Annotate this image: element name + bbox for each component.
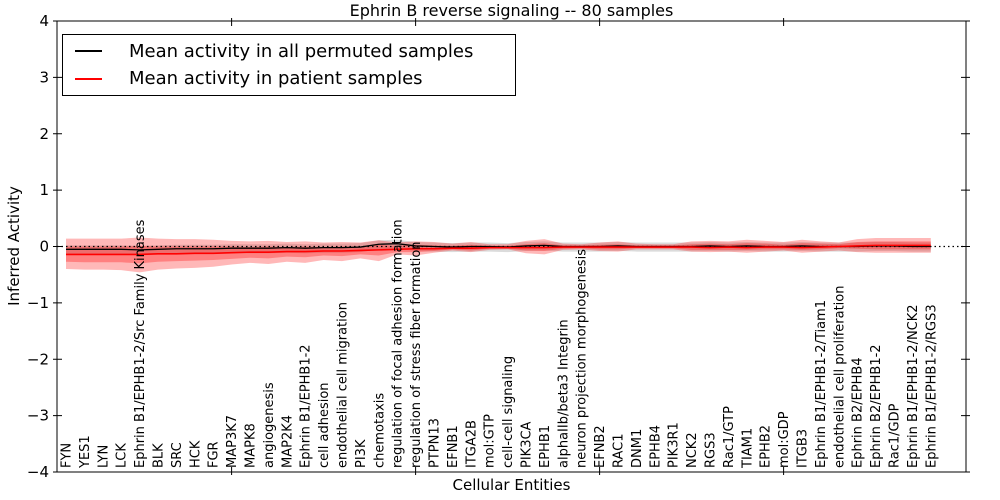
y-tick-label: 4 xyxy=(39,12,49,30)
x-tick-label: NCK2 xyxy=(685,432,700,468)
x-tick-label: ITGB3 xyxy=(796,429,811,468)
x-tick-label: BLK xyxy=(152,443,167,468)
y-tick-label: 2 xyxy=(39,125,49,143)
x-tick-label: RAC1 xyxy=(612,433,627,468)
x-axis-label: Cellular Entities xyxy=(452,476,571,494)
y-tick-label: −2 xyxy=(27,350,49,368)
legend-item-patient: Mean activity in patient samples xyxy=(63,65,515,92)
legend-line-patient xyxy=(75,77,102,80)
x-tick-label: EPHB1 xyxy=(538,425,553,468)
x-tick-label: regulation of stress fiber formation xyxy=(409,241,424,468)
x-tick-label: EPHB2 xyxy=(759,425,774,468)
x-tick-label: LCK xyxy=(115,443,130,468)
x-tick-label: Ephrin B1/EPHB1-2/Tiam1 xyxy=(814,300,829,468)
x-tick-label: PIK3CA xyxy=(520,421,535,468)
y-axis-label: Inferred Activity xyxy=(5,186,23,306)
chart-title: Ephrin B reverse signaling -- 80 samples xyxy=(349,1,674,20)
y-tick-label: −4 xyxy=(27,463,49,481)
legend-label-patient: Mean activity in patient samples xyxy=(129,68,423,90)
x-tick-label: ITGA2B xyxy=(464,420,479,468)
legend: Mean activity in all permuted samples Me… xyxy=(62,34,516,96)
x-tick-label: FGR xyxy=(207,441,222,468)
x-tick-label: MAP3K7 xyxy=(225,415,240,468)
x-tick-label: HCK xyxy=(188,440,203,468)
x-tick-label: Ephrin B1/EPHB1-2/RGS3 xyxy=(924,304,939,468)
x-tick-label: RGS3 xyxy=(704,432,719,468)
y-tick-label: −1 xyxy=(27,294,49,312)
x-tick-label: PI3K xyxy=(354,439,369,468)
x-tick-label: Ephrin B2/EPHB4 xyxy=(851,357,866,468)
x-tick-label: TIAM1 xyxy=(740,428,755,469)
x-tick-label: Ephrin B1/EPHB1-2 xyxy=(299,344,314,468)
x-tick-label: Rac1/GTP xyxy=(722,406,737,468)
x-tick-label: YES1 xyxy=(78,435,93,469)
y-tick-label: −3 xyxy=(27,407,49,425)
x-tick-label: alphaIIb/beta3 Integrin xyxy=(556,319,571,468)
x-tick-label: regulation of focal adhesion formation xyxy=(391,219,406,468)
y-tick-label: 3 xyxy=(39,68,49,86)
x-tick-label: FYN xyxy=(60,443,75,468)
x-tick-label: Ephrin B1/EPHB1-2/NCK2 xyxy=(906,304,921,468)
x-tick-label: cell adhesion xyxy=(317,382,332,468)
x-tick-label: DNM1 xyxy=(630,429,645,468)
x-tick-label: EFNB2 xyxy=(593,425,608,468)
legend-line-permuted xyxy=(75,50,102,53)
x-tick-label: LYN xyxy=(96,445,111,468)
x-tick-label: mol:GDP xyxy=(777,411,792,468)
x-tick-label: Ephrin B2/EPHB1-2 xyxy=(869,344,884,468)
x-tick-label: endothelial cell proliferation xyxy=(832,286,847,469)
x-tick-label: mol:GTP xyxy=(483,414,498,468)
series-line-1 xyxy=(66,244,931,256)
legend-item-permuted: Mean activity in all permuted samples xyxy=(63,38,515,65)
x-tick-label: PTPN13 xyxy=(428,418,443,468)
x-tick-label: EFNB1 xyxy=(446,425,461,468)
x-tick-label: EPHB4 xyxy=(648,425,663,468)
x-tick-label: angiogenesis xyxy=(262,382,277,468)
x-tick-label: endothelial cell migration xyxy=(336,302,351,468)
y-tick-label: 1 xyxy=(39,181,49,199)
x-tick-label: MAP2K4 xyxy=(280,415,295,468)
legend-label-permuted: Mean activity in all permuted samples xyxy=(129,40,474,62)
x-tick-label: Rac1/GDP xyxy=(888,403,903,468)
x-tick-label: chemotaxis xyxy=(372,393,387,468)
x-tick-label: Ephrin B1/EPHB1-2/Src Family Kinases xyxy=(133,219,148,468)
x-tick-label: cell-cell signaling xyxy=(501,356,516,468)
x-tick-label: PIK3R1 xyxy=(667,422,682,468)
x-tick-label: SRC xyxy=(170,442,185,468)
x-tick-label: neuron projection morphogenesis xyxy=(575,249,590,468)
x-tick-label: MAPK8 xyxy=(244,423,259,468)
y-tick-label: 0 xyxy=(39,238,49,256)
